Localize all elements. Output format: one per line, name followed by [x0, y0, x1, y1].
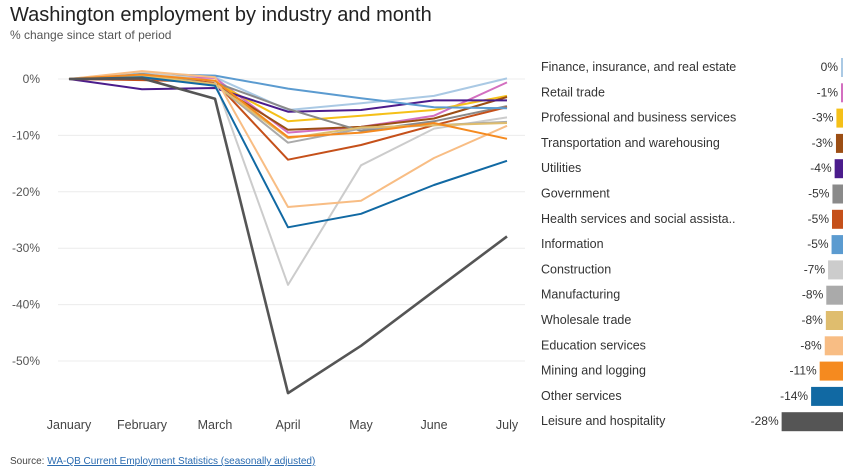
series-line	[68, 74, 508, 140]
legend-value-bar	[841, 58, 843, 77]
legend-item-name: Utilities	[541, 161, 581, 175]
legend-item-name: Construction	[541, 262, 611, 276]
legend-value-bar	[832, 184, 843, 204]
source-note: Source: WA-QB Current Employment Statist…	[10, 456, 315, 467]
legend-value-label: -4%	[810, 161, 832, 175]
chart-title: Washington employment by industry and mo…	[10, 4, 432, 26]
legend-value-bar	[841, 83, 843, 103]
series-lines	[68, 70, 508, 395]
legend-value-bar	[832, 209, 843, 229]
y-tick-label: -10%	[12, 128, 40, 142]
legend: Finance, insurance, and real estate 0% Ret…	[541, 58, 843, 432]
y-axis-tick-labels: 0% -10% -20% -30% -40% -50%	[12, 72, 40, 368]
y-tick-label: -30%	[12, 241, 40, 255]
series-line	[68, 78, 507, 113]
x-tick-label: April	[275, 418, 300, 432]
y-tick-label: -50%	[12, 354, 40, 368]
legend-value-label: 0%	[821, 60, 839, 74]
legend-value-bar	[831, 235, 843, 255]
legend-item-name: Government	[541, 187, 610, 201]
legend-item-name: Mining and logging	[541, 364, 646, 378]
legend-value-label: -3%	[812, 136, 834, 150]
legend-item-name: Finance, insurance, and real estate	[541, 60, 736, 74]
grid-lines	[58, 78, 525, 362]
legend-value-bar	[811, 386, 843, 406]
legend-item-name: Professional and business services	[541, 111, 736, 125]
legend-value-bar	[835, 133, 843, 153]
legend-item-name: Transportation and warehousing	[541, 136, 720, 150]
chart-subtitle: % change since start of period	[10, 28, 172, 42]
legend-value-bar	[828, 260, 843, 280]
x-tick-label: June	[420, 418, 447, 432]
y-tick-label: 0%	[23, 72, 41, 86]
y-tick-label: -40%	[12, 298, 40, 312]
legend-item-name: Manufacturing	[541, 288, 620, 302]
x-tick-label: January	[47, 418, 92, 432]
source-label: Source:	[10, 456, 45, 467]
legend-value-label: -5%	[808, 187, 830, 201]
legend-item-name: Information	[541, 237, 604, 251]
legend-item-name: Health services and social assista..	[541, 212, 736, 226]
source-link[interactable]: WA-QB Current Employment Statistics (sea…	[47, 456, 316, 467]
legend-value-label: -1%	[817, 85, 839, 99]
legend-item-name: Wholesale trade	[541, 313, 631, 327]
x-axis-tick-labels: January February March April May June July	[47, 418, 519, 432]
legend-value-bar	[826, 285, 843, 305]
legend-value-bar	[819, 361, 843, 381]
legend-item-name: Education services	[541, 338, 646, 352]
legend-value-bar	[834, 159, 843, 179]
series-line	[68, 70, 508, 286]
y-tick-label: -20%	[12, 185, 40, 199]
x-tick-label: March	[198, 418, 233, 432]
legend-value-bar	[824, 336, 843, 356]
legend-item-name: Retail trade	[541, 85, 605, 99]
legend-value-label: -8%	[801, 313, 823, 327]
legend-value-label: -5%	[808, 212, 830, 226]
x-tick-label: February	[117, 418, 168, 432]
legend-value-bar	[825, 311, 843, 330]
legend-value-bar	[836, 108, 843, 128]
legend-value-label: -28%	[751, 414, 779, 428]
legend-item-name: Leisure and hospitality	[541, 414, 666, 428]
legend-value-label: -3%	[812, 111, 834, 125]
series-line	[68, 72, 508, 123]
legend-value-label: -11%	[790, 364, 817, 378]
legend-value-label: -14%	[780, 389, 808, 403]
legend-item-name: Other services	[541, 389, 622, 403]
series-line	[68, 70, 508, 208]
legend-value-bar	[781, 412, 843, 432]
legend-value-label: -8%	[800, 338, 822, 352]
series-line	[68, 77, 508, 395]
series-line	[68, 73, 508, 140]
line-chart: 0% -10% -20% -30% -40% -50% January February Ma…	[12, 58, 843, 432]
x-tick-label: May	[349, 418, 373, 432]
x-tick-label: July	[496, 418, 519, 432]
legend-value-label: -5%	[807, 237, 829, 251]
legend-value-label: -8%	[802, 288, 824, 302]
legend-value-label: -7%	[804, 262, 826, 276]
